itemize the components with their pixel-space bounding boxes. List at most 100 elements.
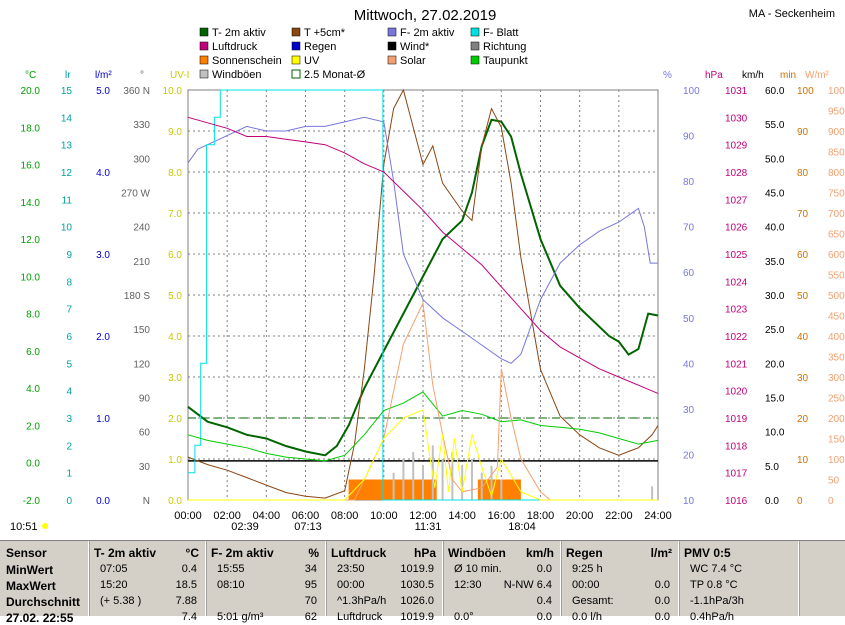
x-tick-label: 00:00: [174, 510, 202, 522]
axis-tick-label: 5.0: [765, 462, 779, 473]
axis-tick-label: 5: [66, 359, 72, 370]
stats-value: 18.5: [175, 579, 197, 591]
stats-row-label: Durchschnitt: [6, 595, 81, 609]
legend-label: Sonnenschein: [212, 55, 282, 67]
axis-tick-label: 8: [66, 277, 72, 288]
legend-label: Wind*: [400, 41, 430, 53]
stats-time: 00:00: [572, 579, 600, 591]
stats-time: 07:05: [100, 563, 128, 575]
sun-times: 10:51 02:39 07:13 11:31 18:04: [10, 521, 536, 533]
stats-unit: km/h: [525, 546, 554, 560]
stats-header: PMV 0:5: [684, 546, 731, 560]
axis-tick-label: 0.0: [765, 496, 779, 507]
axis-tick-label: 210: [133, 257, 150, 268]
legend-label: Windböen: [212, 69, 262, 81]
axis-tick-label: 350: [828, 353, 845, 364]
stats-value: 7.88: [175, 595, 197, 607]
axis-unit: °C: [25, 70, 36, 81]
axis-unit: min: [780, 70, 796, 81]
axis-tick-label: 1.0: [96, 414, 110, 425]
legend-swatch: [199, 55, 209, 65]
axis-tick-label: 270 W: [121, 189, 150, 200]
legend-swatch: [291, 69, 301, 79]
axis-tick-label: 2: [66, 441, 72, 452]
statistics-panel: Sensor MinWert MaxWert Durchschnitt 27.02. 2…: [0, 540, 845, 625]
stats-value: 70: [304, 595, 317, 607]
axis-tick-label: 3.0: [168, 373, 182, 384]
axis-tick-label: 13: [61, 141, 73, 152]
axis-tick-label: 330: [133, 120, 150, 131]
stats-time: Luftdruck: [337, 611, 383, 623]
current-time: 10:51: [10, 521, 38, 533]
axis-tick-label: 400: [828, 332, 845, 343]
axis-tick-label: 150: [133, 325, 150, 336]
stats-header: T- 2m aktiv: [94, 546, 157, 560]
stats-value: 0.0: [536, 563, 552, 575]
legend-swatch: [387, 27, 397, 37]
stats-time: 0.4hPa/h: [690, 611, 735, 623]
legend-label: T +5cm*: [304, 27, 346, 39]
stats-value: 0.4: [181, 563, 197, 575]
stats-row-label: MinWert: [6, 563, 54, 577]
axis-tick-label: 800: [828, 168, 845, 179]
axis-tick-label: 100: [683, 86, 700, 97]
legend-swatch: [199, 69, 209, 79]
axis-tick-label: 25.0: [765, 325, 785, 336]
axis-tick-label: 9.0: [168, 127, 182, 138]
axis-tick-label: 200: [828, 414, 845, 425]
axis-tick-label: 1029: [725, 141, 748, 152]
stats-time: 0.0°: [454, 611, 474, 623]
axis-tick-label: 6.0: [26, 347, 40, 358]
axis-tick-label: 40: [797, 332, 809, 343]
axis-unit: %: [663, 70, 672, 81]
stats-time: -1.1hPa/3h: [690, 595, 744, 607]
axis-tick-label: 0.0: [168, 496, 182, 507]
axis-tick-label: 8.0: [168, 168, 182, 179]
axis-tick-label: 90: [139, 394, 151, 405]
axis-tick-label: 40: [683, 359, 695, 370]
legend-label: Taupunkt: [483, 55, 528, 67]
axis-tick-label: 90: [683, 132, 695, 143]
axis-tick-label: 550: [828, 271, 845, 282]
x-tick-label: 16:00: [488, 510, 516, 522]
x-tick-label: 02:00: [213, 510, 241, 522]
axis-tick-label: 50: [828, 476, 840, 487]
x-tick-label: 14:00: [448, 510, 476, 522]
stats-time: 15:55: [217, 563, 245, 575]
axis-tick-label: 0: [828, 496, 834, 507]
stats-value: 0.0: [654, 595, 670, 607]
stats-time: (+ 5.38 ): [100, 595, 142, 607]
legend-label: F- 2m aktiv: [400, 27, 455, 39]
axis-tick-label: 20.0: [21, 86, 41, 97]
series-line: [187, 88, 659, 499]
axis-tick-label: 2.0: [96, 332, 110, 343]
axis-tick-label: 2.0: [168, 414, 182, 425]
station-name: MA - Seckenheim: [749, 8, 835, 20]
x-tick-label: 06:00: [292, 510, 320, 522]
axis-tick-label: 3.0: [96, 250, 110, 261]
axis-tick-label: 1019: [725, 414, 748, 425]
x-tick-label: 22:00: [605, 510, 633, 522]
axis-tick-label: 30.0: [765, 291, 785, 302]
axis-tick-label: 35.0: [765, 257, 785, 268]
axis-tick-label: 1030: [725, 113, 748, 124]
x-tick-label: 04:00: [253, 510, 281, 522]
stats-header: Windböen: [448, 546, 506, 560]
legend-swatch: [291, 27, 301, 37]
axis-tick-label: N: [143, 496, 150, 507]
stats-value: 0.0: [654, 611, 670, 623]
axis-tick-label: 0.0: [26, 459, 40, 470]
axis-tick-label: 5.0: [96, 86, 110, 97]
legend-label: Richtung: [483, 41, 526, 53]
axis-tick-label: 10: [797, 455, 809, 466]
axis-tick-label: 1028: [725, 168, 748, 179]
axis-tick-label: 4.0: [26, 384, 40, 395]
stats-value: 1019.9: [400, 611, 434, 623]
stats-column: F- 2m aktiv% 15:55 34 08:10 95 70 5:01 g/m³ 62: [205, 541, 326, 623]
sun-icon: [42, 523, 48, 529]
axis-tick-label: 360 N: [123, 86, 150, 97]
axis-tick-label: 240: [133, 223, 150, 234]
legend-swatch: [470, 27, 480, 37]
stats-column: Sensor MinWert MaxWert Durchschnitt 27.02. 2…: [0, 541, 89, 625]
axis-tick-label: 15: [61, 86, 73, 97]
